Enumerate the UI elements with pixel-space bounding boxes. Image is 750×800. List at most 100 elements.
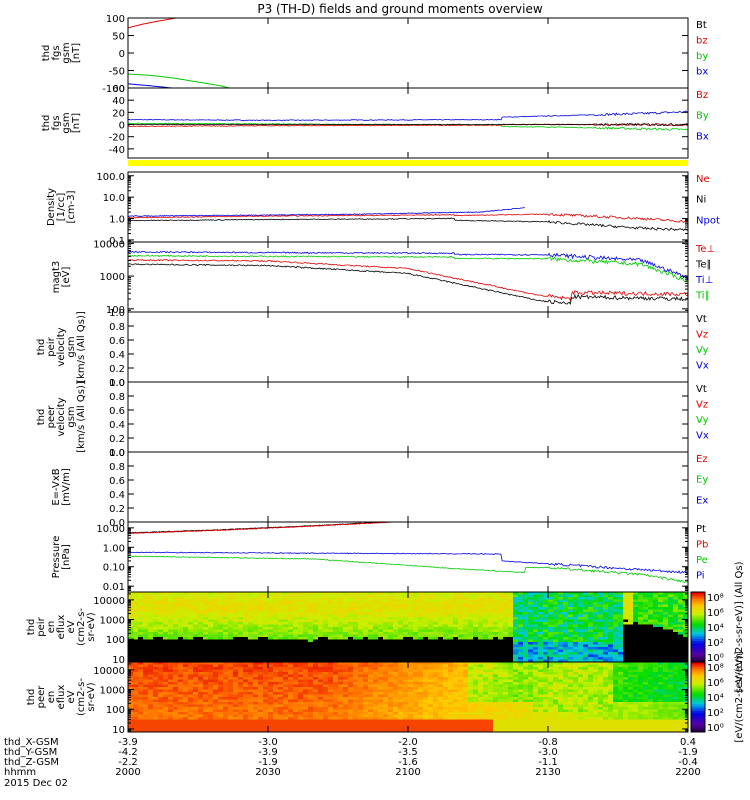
y-axis-label: [mV/m] — [61, 468, 72, 506]
legend-entry-1: Te∥ — [695, 260, 712, 271]
x-axis-value: -1.1 — [538, 757, 558, 768]
colorbar-tick-label: 10⁸ — [707, 663, 724, 674]
legend-entry-2: Ex — [696, 495, 708, 506]
panel-frame — [127, 311, 689, 383]
x-axis-row-label: thd_X-GSM — [4, 737, 59, 748]
panel-frame — [127, 451, 689, 523]
y-tick-label: 10000 — [93, 239, 125, 250]
y-tick-label: 100 — [106, 635, 125, 646]
colorbar-tick-label: 10⁶ — [707, 678, 724, 689]
legend-entry-0: Vt — [696, 314, 707, 325]
colorbar-tick-label: 10⁴ — [707, 693, 724, 704]
y-tick-label: 50 — [112, 32, 125, 43]
y-axis-label: gsm — [61, 42, 72, 63]
y-axis-label: Pressure — [51, 536, 62, 579]
legend: Vt Vz Vy Vx — [696, 384, 709, 442]
series-group — [128, 522, 688, 584]
y-tick-label: 0.8 — [109, 462, 125, 473]
colorbar-tick-label: 10⁸ — [707, 593, 724, 604]
x-axis-value: -4.2 — [118, 747, 138, 758]
legend-entry-2: Vy — [696, 415, 709, 426]
colorbar-tick-label: 10² — [707, 708, 724, 719]
legend-entry-0: Bt — [696, 20, 707, 31]
colorbar-tick-label: 10⁴ — [707, 623, 724, 634]
x-axis-value: 2100 — [395, 767, 420, 778]
y-tick-label: 1000 — [100, 272, 125, 283]
panel-frame — [127, 171, 689, 243]
x-axis-value: -3.9 — [118, 737, 138, 748]
panel-electron_velocity: 0.0 0.2 0.4 0.6 0.8 1.0 thd peer velocity gsm [km/… — [36, 378, 709, 459]
y-tick-label: 0.8 — [109, 392, 125, 403]
legend-entry-3: bx — [696, 67, 708, 78]
y-tick-label: -20 — [109, 133, 125, 144]
y-tick-label: 10.00 — [96, 524, 125, 535]
y-axis-label: [nPa] — [61, 544, 72, 570]
y-tick-label: 1.00 — [103, 543, 125, 554]
chart-title: P3 (TH-D) fields and ground moments over… — [257, 2, 542, 16]
y-axis-label: gsm — [66, 406, 77, 427]
legend-entry-3: Vx — [696, 431, 709, 442]
y-tick-label: 0.6 — [109, 476, 125, 487]
y-tick-label: 10000 — [93, 666, 125, 677]
series-line-Ti⊥ — [128, 250, 688, 281]
y-tick-label: -40 — [109, 145, 125, 156]
y-axis-label: fgs — [51, 115, 62, 130]
y-tick-label: 20 — [112, 108, 125, 119]
series-line-Te⊥ — [128, 259, 688, 302]
panel-ion_velocity: 0.0 0.2 0.4 0.6 0.8 1.0 thd peir velocity gsm [km/… — [36, 308, 709, 389]
y-axis-label: [nT] — [71, 43, 82, 63]
legend-entry-1: Ni — [696, 195, 706, 206]
y-axis-label: peir — [46, 336, 57, 356]
y-tick-label: 100 — [106, 305, 125, 316]
x-axis-value: 2000 — [115, 767, 140, 778]
legend-entry-2: Pe — [696, 555, 708, 566]
y-axis-label: en — [46, 691, 57, 704]
y-tick-label: 0.2 — [109, 364, 125, 375]
y-axis-label: E=-VxB — [51, 468, 62, 505]
panel-fgs_full: 100 50 0 -50 -100 thd fgs gsm [nT] Bt bz by bx — [41, 14, 708, 95]
y-axis-label: thd — [41, 115, 52, 132]
y-tick-label: 0 — [119, 49, 125, 60]
y-axis-label: sr-eV) — [86, 612, 97, 641]
series-group — [128, 207, 688, 232]
quality-bar — [128, 160, 688, 166]
x-axis-row-label: hhmm — [4, 767, 36, 778]
y-tick-label: 0.2 — [109, 504, 125, 515]
legend-entry-1: By — [696, 111, 709, 122]
y-axis-label: peer — [46, 405, 57, 429]
panel-pressure: 10.00 1.00 0.10 0.01 Pressure [nPa] Pt Pb Pe Pi — [51, 521, 708, 593]
y-axis-label: [km/s (All Qs)] — [76, 311, 87, 383]
legend: Te⊥ Te∥ Ti⊥ Ti∥ — [695, 244, 715, 302]
x-axis-value: 0.4 — [680, 737, 696, 748]
series-line-Ne — [128, 213, 688, 224]
x-axis-value: -0.4 — [678, 757, 698, 768]
y-axis-label: thd — [36, 339, 47, 356]
y-tick-label: 0.0 — [109, 448, 125, 459]
y-tick-label: 100 — [106, 14, 125, 25]
legend-entry-0: Ez — [696, 454, 708, 465]
series-line-Pe — [128, 555, 688, 584]
y-axis-label: Density — [46, 188, 57, 226]
panel-temperature: 10000 1000 100 magt3 [eV] Te⊥ Te∥ Ti⊥ Ti∥ — [51, 239, 715, 315]
x-axis-row-label: thd_Y-GSM — [4, 747, 57, 758]
panel-ion_spectrogram: 10⁸ 10⁶ 10⁴ 10² 10⁰ [eV/(cm2-s-sr-eV)] (All Q… — [26, 561, 745, 692]
y-tick-label: 100.0 — [96, 172, 125, 183]
y-tick-label: 0.1 — [109, 236, 125, 247]
legend-entry-3: Vx — [696, 361, 709, 372]
y-tick-label: 0.6 — [109, 336, 125, 347]
y-tick-label: 1.0 — [109, 378, 125, 389]
panel-density: 100.0 10.0 1.0 0.1 Density [1/cc] [cm-3] Ne Ni Np… — [46, 171, 720, 247]
y-tick-label: 0.8 — [109, 322, 125, 333]
series-line-Ti∥ — [128, 254, 688, 283]
x-axis-value: -0.8 — [538, 737, 558, 748]
y-axis-label: eflux — [56, 615, 67, 640]
series-line-Bx — [128, 110, 688, 122]
y-tick-label: 0.4 — [109, 350, 125, 361]
legend: Ne Ni Npot — [696, 174, 720, 226]
series-line-Pb — [128, 522, 395, 535]
y-axis-label: [1/cc] — [56, 193, 67, 222]
series-group — [128, 18, 231, 88]
y-tick-label: 0.0 — [109, 518, 125, 529]
legend: Ez Ey Ex — [696, 454, 708, 506]
